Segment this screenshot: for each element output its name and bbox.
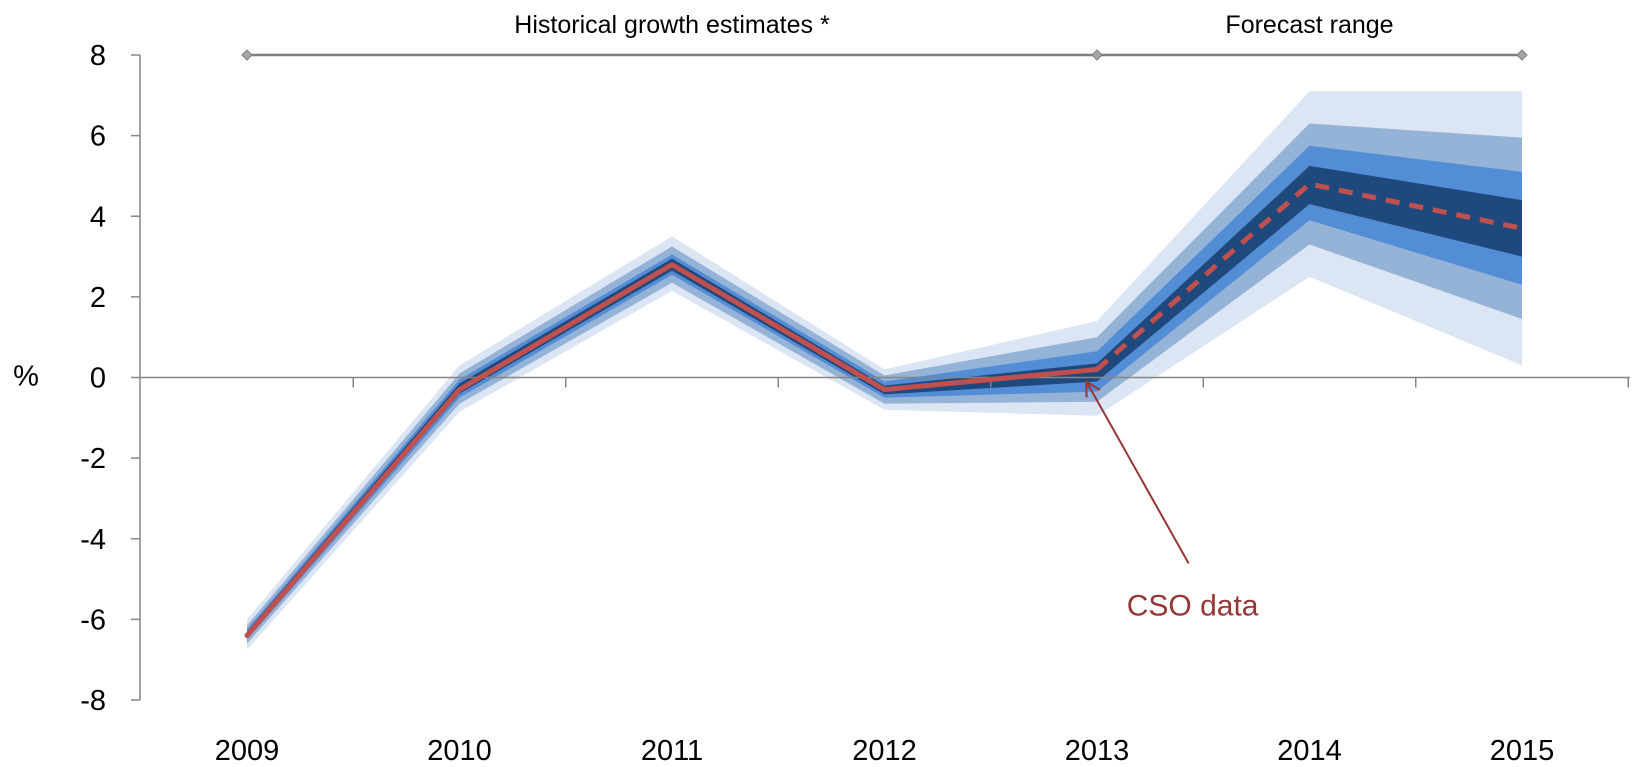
x-tick-label: 2010: [427, 735, 492, 767]
axis-labels: 8 6 4 2 0 -2 -4 -6 -8 2009 2010 2011 2012 2013 2014 201…: [13, 40, 1554, 767]
x-tick-label: 2009: [215, 735, 280, 767]
annotations: CSO data: [1085, 379, 1259, 622]
period-markers: Historical growth estimates * Forecast ra…: [241, 11, 1528, 61]
fan-bands: [247, 91, 1522, 650]
x-tick-label: 2015: [1490, 735, 1555, 767]
axes: [131, 54, 1630, 701]
period-diamond-icon: [1091, 49, 1103, 61]
y-tick-label: 0: [90, 363, 106, 395]
x-tick-label: 2013: [1065, 735, 1130, 767]
series-lines: [244, 181, 1523, 638]
x-tick-label: 2011: [641, 735, 703, 767]
annotation-arrow-line: [1085, 381, 1190, 564]
arrowhead-icon: [1085, 379, 1101, 398]
historical-line: [244, 262, 1100, 638]
period-diamond-icon: [1516, 49, 1528, 61]
y-tick-label: -6: [80, 604, 106, 636]
y-tick-label: -2: [80, 443, 106, 475]
y-tick-label: 8: [90, 40, 106, 72]
y-tick-label: -8: [80, 685, 106, 717]
annotation-label: CSO data: [1127, 589, 1259, 622]
y-tick-label: 4: [90, 201, 106, 233]
y-tick-label: 6: [90, 121, 106, 153]
x-tick-label: 2014: [1277, 735, 1342, 767]
y-axis-title: %: [13, 361, 39, 393]
period-label: Historical growth estimates *: [514, 11, 830, 39]
period-label: Forecast range: [1225, 11, 1393, 39]
fan-band-4: [247, 165, 1522, 638]
y-tick-label: -4: [80, 524, 106, 556]
y-tick-label: 2: [90, 282, 106, 314]
period-diamond-icon: [241, 49, 253, 61]
x-tick-label: 2012: [852, 735, 917, 767]
